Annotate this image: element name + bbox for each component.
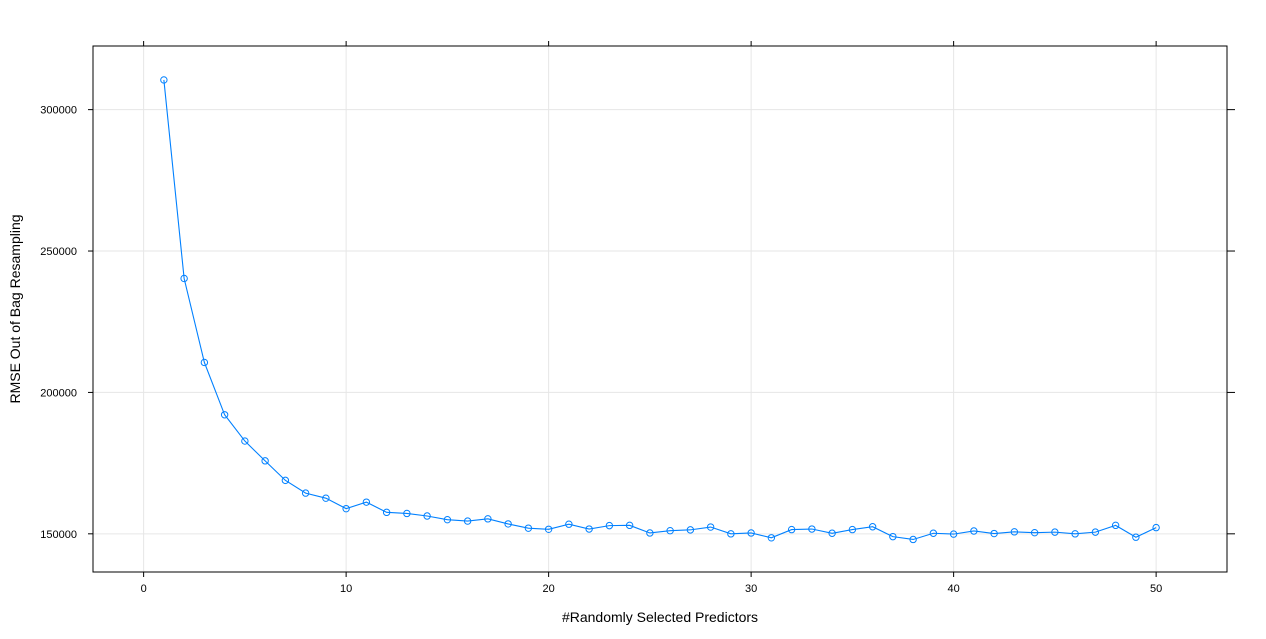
y-tick-label: 150000 — [40, 529, 77, 541]
data-point — [949, 530, 958, 538]
data-point — [382, 508, 391, 517]
data-point — [666, 527, 674, 535]
x-tick-label: 50 — [1150, 583, 1162, 595]
data-point — [1071, 530, 1079, 538]
data-point — [767, 534, 776, 542]
data-point — [443, 515, 452, 524]
data-point — [524, 524, 533, 532]
grid — [93, 46, 1227, 572]
series-layer — [160, 76, 1160, 544]
data-point — [787, 525, 796, 534]
data-point — [220, 411, 229, 419]
data-point — [463, 517, 472, 525]
data-point — [909, 535, 917, 544]
y-axis-title: RMSE Out of Bag Resampling — [7, 214, 23, 403]
y-tick-label: 200000 — [40, 387, 77, 399]
x-axis-title: #Randomly Selected Predictors — [562, 609, 758, 625]
data-point — [848, 525, 857, 534]
data-point — [1010, 528, 1019, 536]
y-tick-label: 250000 — [40, 246, 77, 258]
data-point — [200, 358, 209, 367]
data-point — [686, 526, 695, 534]
data-point — [1030, 528, 1039, 537]
data-point — [423, 512, 431, 520]
data-point — [970, 527, 978, 535]
data-point — [301, 489, 310, 497]
data-point — [727, 530, 735, 538]
data-point — [565, 520, 573, 528]
data-point — [605, 521, 614, 530]
data-point — [180, 274, 188, 283]
data-point — [544, 525, 553, 533]
x-tick-label: 30 — [745, 583, 757, 595]
data-point — [261, 457, 269, 465]
data-point — [585, 525, 593, 533]
data-point — [241, 437, 249, 445]
tick-labels: 0 10 20 30 40 50 150000 200000 250000 300000 — [40, 105, 1162, 595]
data-point — [625, 521, 634, 530]
data-point — [929, 529, 938, 537]
data-point — [808, 525, 816, 533]
x-tick-label: 40 — [948, 583, 960, 595]
data-point — [504, 520, 512, 528]
y-tick-label: 300000 — [40, 105, 77, 117]
data-point — [281, 476, 290, 485]
data-point — [747, 529, 755, 537]
data-point — [1091, 528, 1100, 536]
data-point — [362, 498, 371, 506]
x-tick-label: 20 — [543, 583, 555, 595]
data-point — [342, 504, 350, 513]
data-point — [1051, 528, 1059, 536]
x-tick-label: 10 — [340, 583, 352, 595]
ticks — [88, 41, 1235, 577]
data-point — [706, 523, 715, 531]
data-point — [990, 529, 998, 538]
data-point — [646, 529, 654, 537]
data-point — [322, 494, 330, 502]
data-point — [484, 515, 492, 523]
data-point — [403, 509, 411, 518]
data-point — [868, 523, 877, 531]
data-point — [889, 532, 897, 541]
data-point — [160, 76, 168, 84]
data-point — [1111, 521, 1120, 530]
data-point — [828, 529, 836, 537]
data-point — [1152, 523, 1160, 532]
plot-frame — [92, 45, 1228, 573]
data-point — [1132, 533, 1140, 541]
x-tick-label: 0 — [141, 583, 147, 595]
